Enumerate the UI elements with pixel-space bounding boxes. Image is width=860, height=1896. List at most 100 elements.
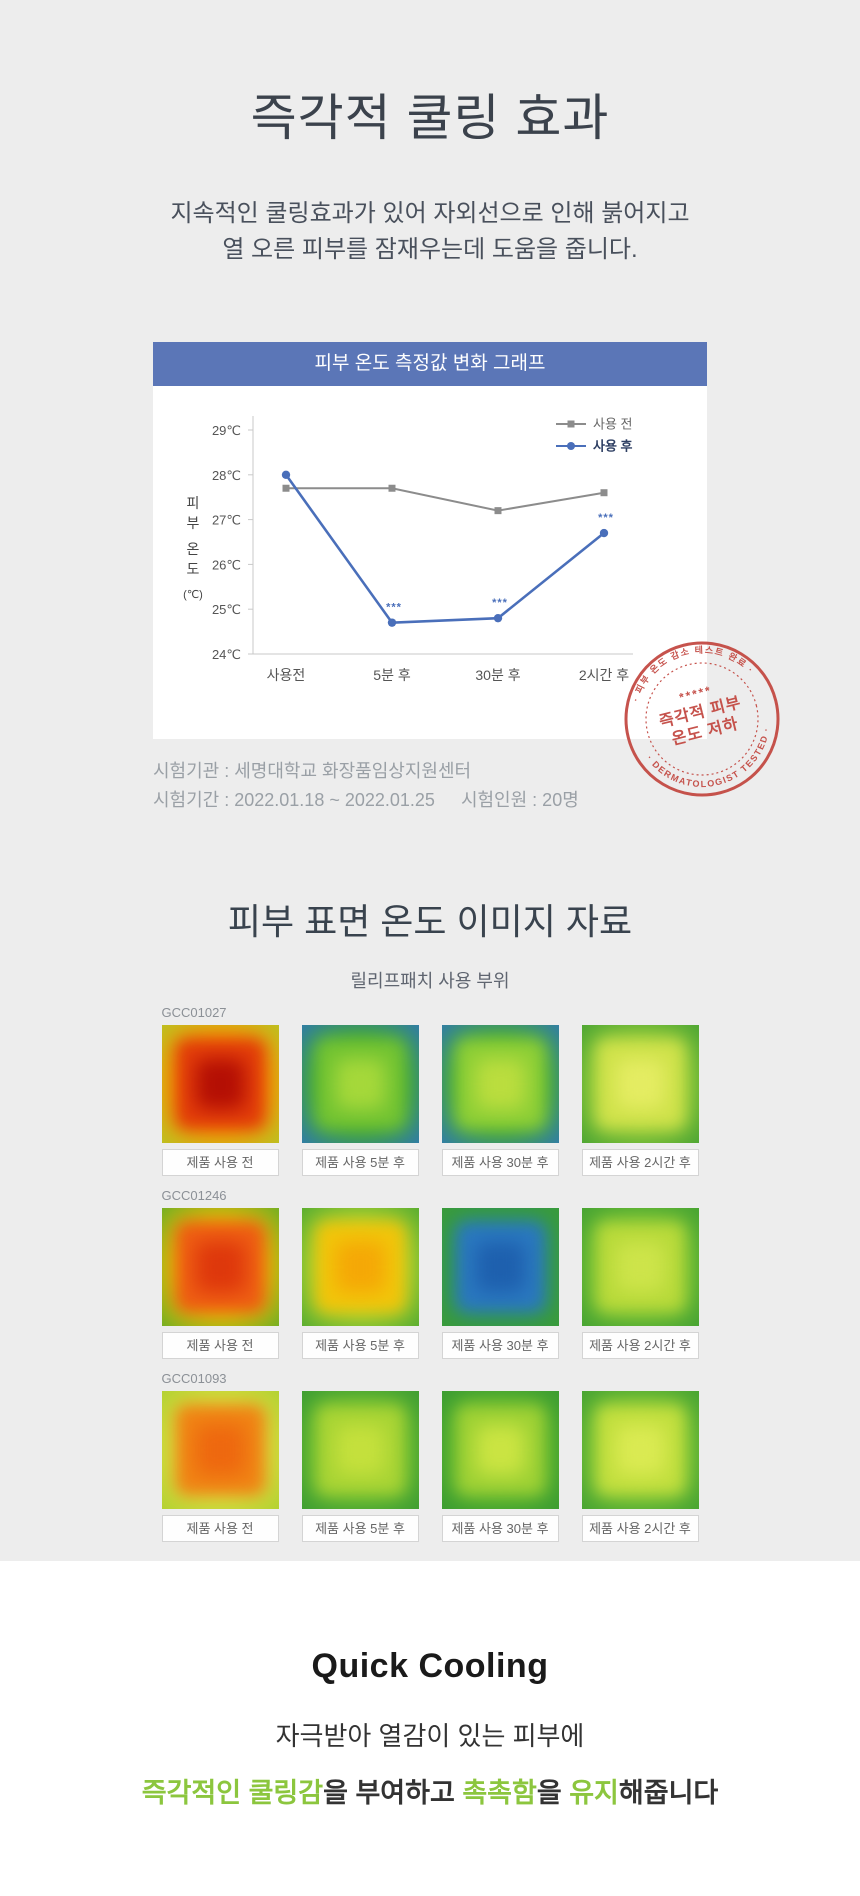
thermal-rows: GCC01027 제품 사용 전 제품 사용 5분 후 제품 사용 30분 후 제품 사… xyxy=(161,1004,699,1542)
thermal-subtitle: 릴리프패치 사용 부위 xyxy=(350,970,510,991)
plain-text: 해줍니다 xyxy=(618,1778,719,1808)
data-point-marker xyxy=(494,507,502,515)
thermal-cell: 제품 사용 5분 후 xyxy=(301,1207,419,1359)
y-tick-label: 29℃ xyxy=(212,423,241,438)
significance-annotation: *** xyxy=(492,597,508,609)
y-tick-label: 27℃ xyxy=(212,513,241,528)
chart-series xyxy=(282,484,608,515)
thermal-caption: 제품 사용 30분 후 xyxy=(441,1331,559,1359)
thermal-row: GCC01246 제품 사용 전 제품 사용 5분 후 제품 사용 30분 후 제품 사… xyxy=(161,1187,699,1359)
footer-title: Quick Cooling xyxy=(311,1647,549,1685)
thermal-image xyxy=(161,1390,279,1509)
thermal-cell: 제품 사용 5분 후 xyxy=(301,1024,419,1176)
y-tick-label: 26℃ xyxy=(212,557,241,572)
highlight-text: 촉촉함 xyxy=(462,1778,537,1808)
chart-title: 피부 온도 측정값 변화 그래프 xyxy=(153,342,707,386)
chart-axes xyxy=(248,416,633,655)
thermal-cell: 제품 사용 2시간 후 xyxy=(581,1390,699,1542)
y-axis-title: 온 xyxy=(187,541,200,557)
thermal-section: 피부 표면 온도 이미지 자료 릴리프패치 사용 부위 GCC01027 제품 사… xyxy=(0,893,860,1542)
footer-line1: 자극받아 열감이 있는 피부에 xyxy=(275,1721,585,1751)
thermal-caption: 제품 사용 전 xyxy=(161,1514,279,1542)
thermal-caption: 제품 사용 2시간 후 xyxy=(581,1331,699,1359)
stamp-inner-ring xyxy=(645,662,759,776)
thermal-row: GCC01093 제품 사용 전 제품 사용 5분 후 제품 사용 30분 후 제품 사… xyxy=(161,1370,699,1542)
legend-label: 사용 후 xyxy=(593,439,633,454)
x-tick-label: 사용전 xyxy=(267,667,306,683)
highlight-text: 유지 xyxy=(569,1778,619,1808)
thermal-image xyxy=(301,1207,419,1326)
page-subtitle: 지속적인 쿨링효과가 있어 자외선으로 인해 붉어지고 열 오른 피부를 잠재우… xyxy=(0,196,860,268)
significance-annotation: *** xyxy=(386,602,402,614)
thermal-image xyxy=(161,1024,279,1143)
thermal-image xyxy=(301,1390,419,1509)
thermal-caption: 제품 사용 30분 후 xyxy=(441,1148,559,1176)
thermal-caption: 제품 사용 전 xyxy=(161,1331,279,1359)
data-point-marker xyxy=(282,484,290,492)
thermal-cell: 제품 사용 30분 후 xyxy=(441,1390,559,1542)
highlight-text: 즉각적인 쿨링감 xyxy=(141,1778,324,1808)
thermal-image xyxy=(441,1390,559,1509)
x-tick-label: 2시간 후 xyxy=(579,667,629,683)
sample-id: GCC01246 xyxy=(161,1187,227,1203)
thermal-title: 피부 표면 온도 이미지 자료 xyxy=(227,900,633,942)
chart-series: *** *** *** xyxy=(281,470,614,627)
stamp-outer-ring xyxy=(624,641,780,797)
thermal-caption: 제품 사용 5분 후 xyxy=(301,1148,419,1176)
thermal-row-grid: 제품 사용 전 제품 사용 5분 후 제품 사용 30분 후 제품 사용 2시간 후 xyxy=(161,1024,699,1176)
data-point-marker xyxy=(388,484,396,492)
plain-text: 을 xyxy=(536,1778,570,1808)
thermal-cell: 제품 사용 전 xyxy=(161,1207,279,1359)
test-info: 시험기관 : 세명대학교 화장품임상지원센터 시험기간 : 2022.01.18… xyxy=(153,757,707,815)
thermal-image xyxy=(581,1024,699,1143)
chart-legend: 사용 전사용 후 xyxy=(556,417,633,454)
thermal-caption: 제품 사용 2시간 후 xyxy=(581,1148,699,1176)
thermal-cell: 제품 사용 30분 후 xyxy=(441,1024,559,1176)
data-point-marker xyxy=(387,618,397,627)
thermal-cell: 제품 사용 30분 후 xyxy=(441,1207,559,1359)
quick-cooling-section: Quick Cooling 자극받아 열감이 있는 피부에 즉각적인 쿨링감을 … xyxy=(0,1561,860,1810)
thermal-cell: 제품 사용 2시간 후 xyxy=(581,1024,699,1176)
thermal-cell: 제품 사용 전 xyxy=(161,1024,279,1176)
x-tick-label: 5분 후 xyxy=(373,667,411,683)
data-point-marker xyxy=(493,613,503,623)
thermal-row-grid: 제품 사용 전 제품 사용 5분 후 제품 사용 30분 후 제품 사용 2시간 후 xyxy=(161,1207,699,1359)
footer-line2: 즉각적인 쿨링감을 부여하고 촉촉함을 유지해줍니다 xyxy=(0,1771,860,1810)
thermal-row: GCC01027 제품 사용 전 제품 사용 5분 후 제품 사용 30분 후 제품 사… xyxy=(161,1004,699,1176)
data-point-marker xyxy=(281,470,291,479)
thermal-image xyxy=(441,1207,559,1326)
x-tick-label: 30분 후 xyxy=(475,667,520,683)
y-axis-title: (℃) xyxy=(183,589,203,601)
sample-id: GCC01027 xyxy=(161,1004,227,1020)
thermal-image xyxy=(581,1390,699,1509)
data-point-marker xyxy=(599,528,609,538)
thermal-image xyxy=(581,1207,699,1326)
page-title: 즉각적 쿨링 효과 xyxy=(250,90,610,146)
plain-text: 을 부여하고 xyxy=(323,1778,463,1808)
test-period-line: 시험기간 : 2022.01.18 ~ 2022.01.25 시험인원 : 20명 xyxy=(153,789,579,810)
data-point-marker xyxy=(600,489,608,497)
sample-id: GCC01093 xyxy=(161,1370,227,1386)
certification-stamp: · 피부 온도 감소 테스트 완료 · · DERMATOLOGIST TEST… xyxy=(621,637,782,801)
thermal-cell: 제품 사용 전 xyxy=(161,1390,279,1542)
subtitle-line-1: 지속적인 쿨링효과가 있어 자외선으로 인해 붉어지고 xyxy=(170,200,690,227)
test-agency-line: 시험기관 : 세명대학교 화장품임상지원센터 xyxy=(153,761,472,781)
subtitle-line-2: 열 오른 피부를 잠재우는데 도움을 줍니다. xyxy=(222,236,638,263)
y-tick-label: 28℃ xyxy=(212,468,241,483)
y-axis-title: 부 xyxy=(187,515,200,531)
thermal-caption: 제품 사용 5분 후 xyxy=(301,1514,419,1542)
thermal-caption: 제품 사용 2시간 후 xyxy=(581,1514,699,1542)
y-axis-title: 피 xyxy=(187,495,200,511)
temperature-chart-card: 피부 온도 측정값 변화 그래프 29℃ 28℃ 27℃ 26℃ 25℃ 24℃ 사용전 5분… xyxy=(153,342,707,739)
cooling-effect-section: 즉각적 쿨링 효과 지속적인 쿨링효과가 있어 자외선으로 인해 붉어지고 열 … xyxy=(0,0,860,1561)
significance-annotation: *** xyxy=(598,512,614,524)
thermal-caption: 제품 사용 30분 후 xyxy=(441,1514,559,1542)
legend-label: 사용 전 xyxy=(593,417,633,432)
y-axis-title: 도 xyxy=(187,561,200,577)
thermal-image xyxy=(301,1024,419,1143)
thermal-caption: 제품 사용 전 xyxy=(161,1148,279,1176)
y-tick-label: 24℃ xyxy=(212,647,241,662)
thermal-image xyxy=(441,1024,559,1143)
